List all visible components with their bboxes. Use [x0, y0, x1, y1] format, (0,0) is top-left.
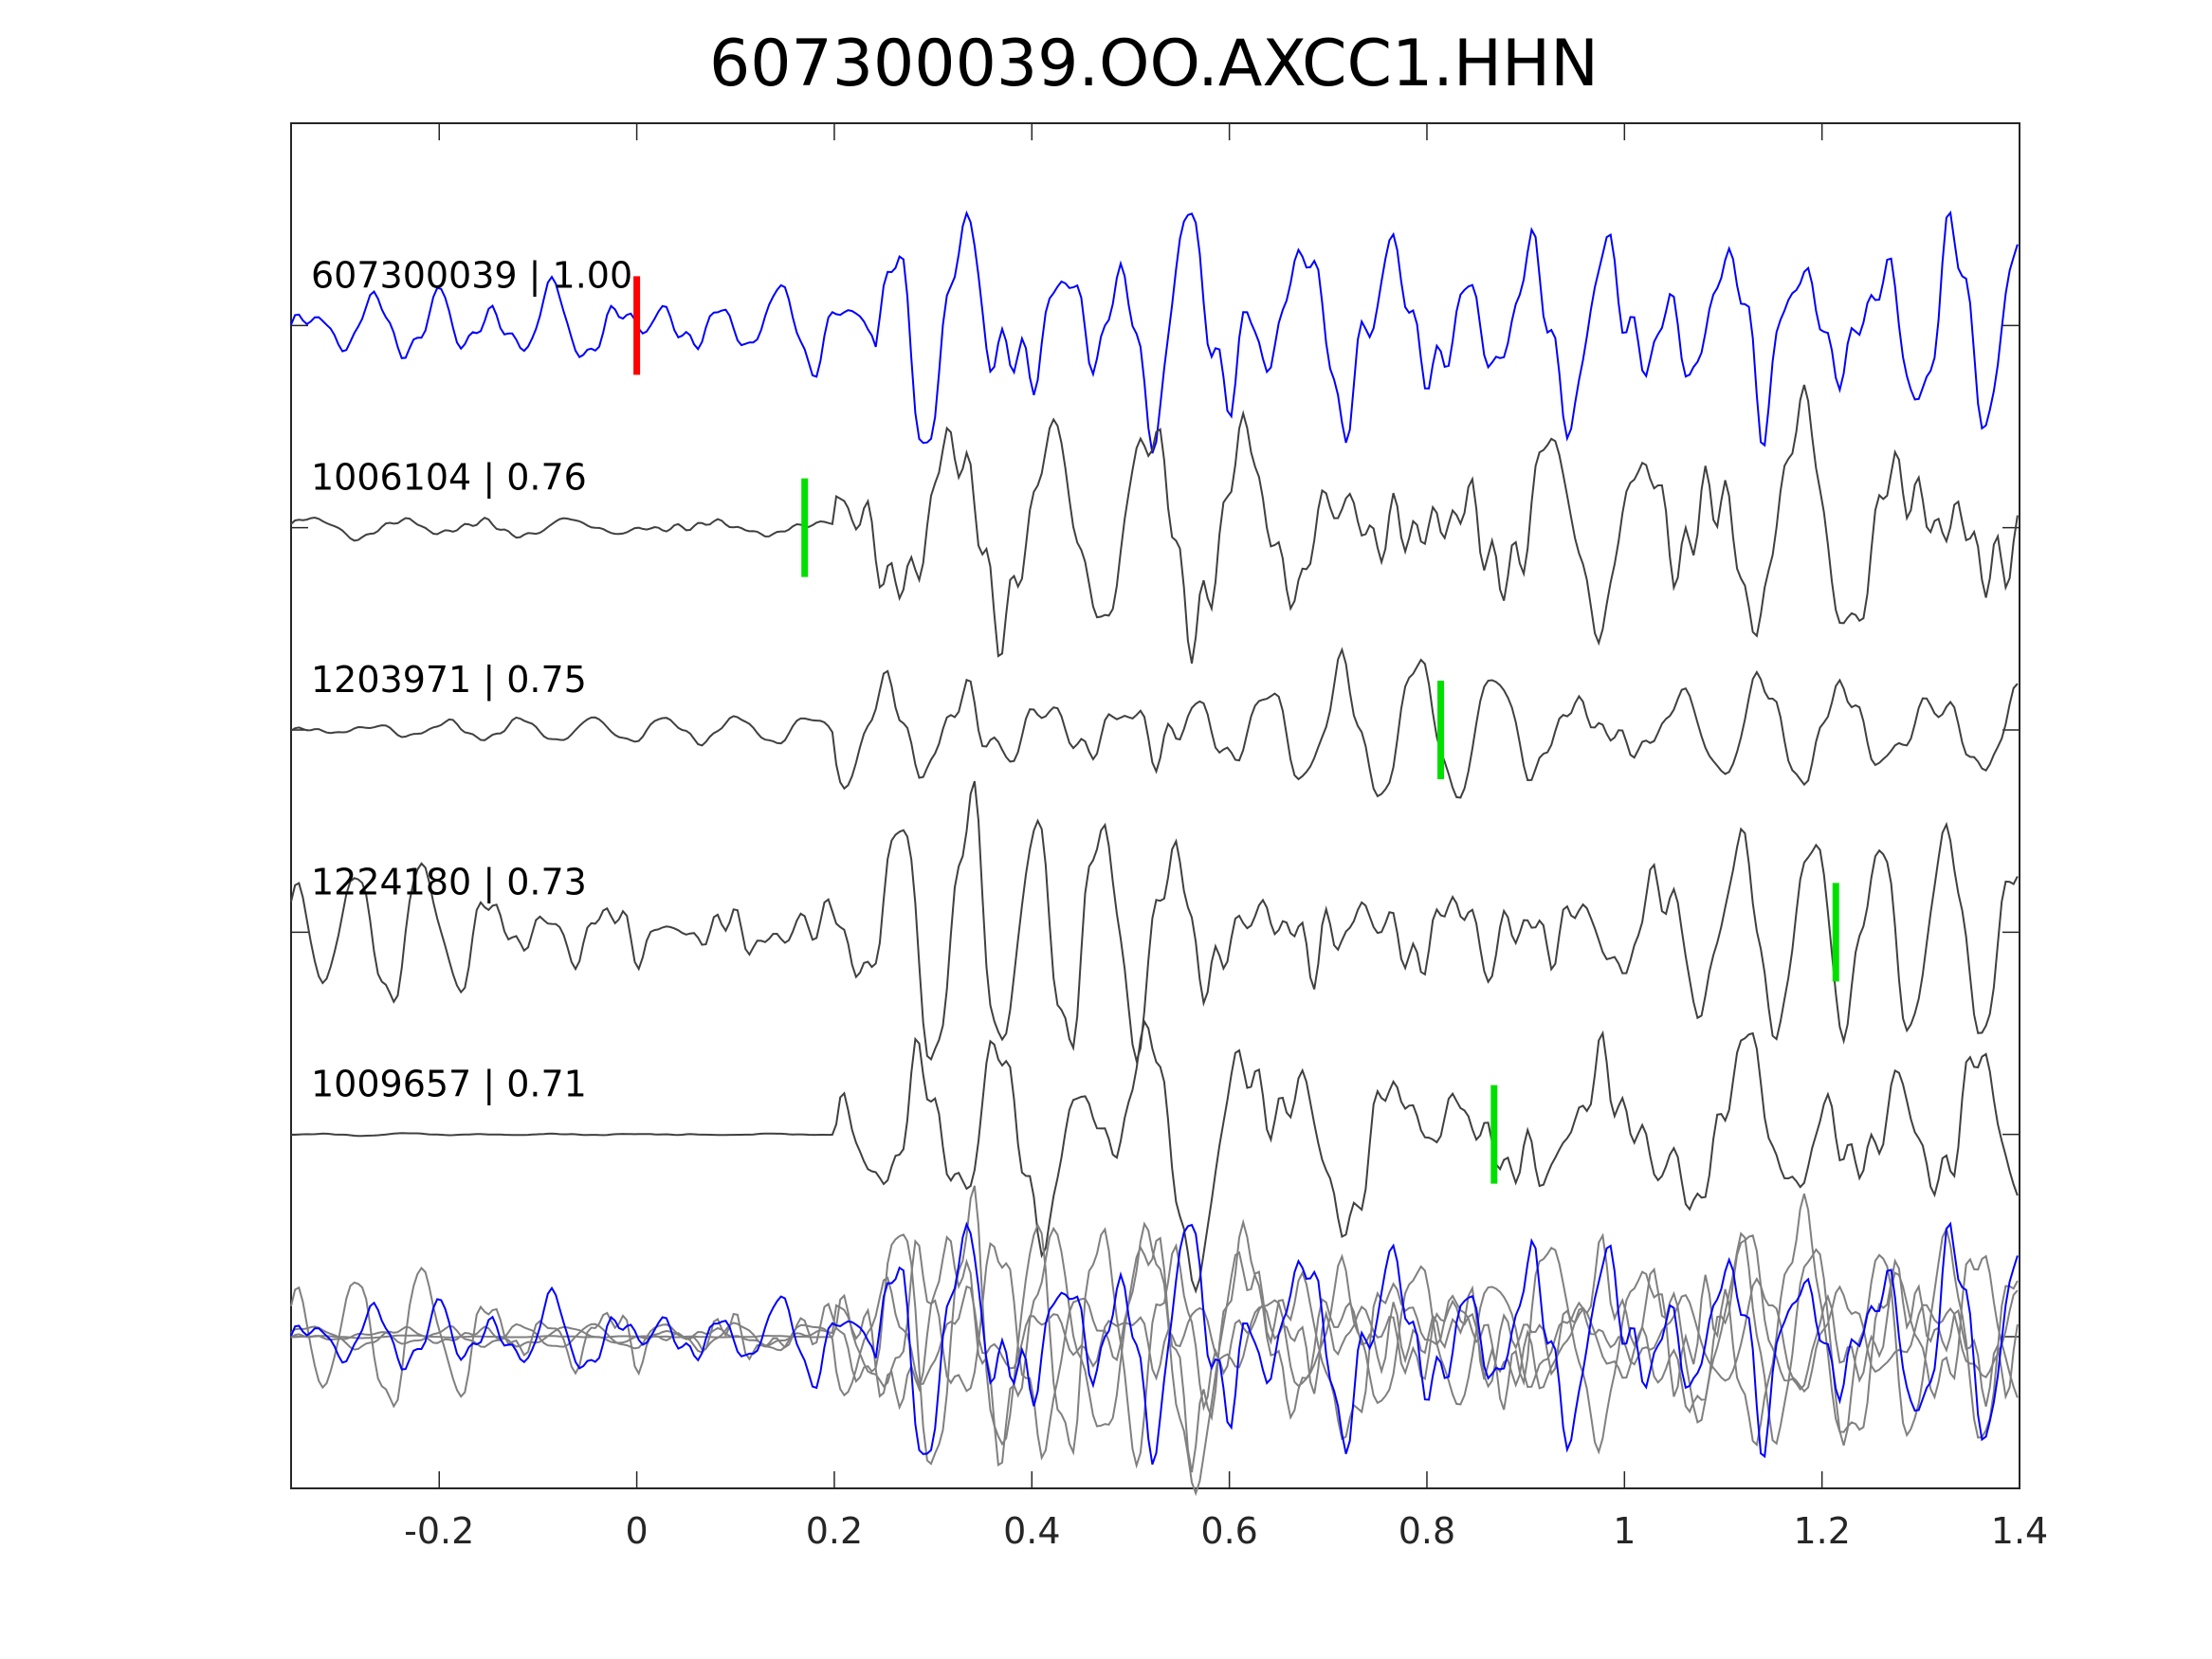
axes-box [290, 122, 2020, 1489]
x-tick-label: 0.4 [1003, 1510, 1060, 1552]
x-tick-label: 0.6 [1200, 1510, 1257, 1552]
overlay-trace-3 [290, 1253, 2019, 1406]
trace-label-4: 1224180 | 0.73 [311, 861, 587, 903]
x-tick-label: 0.2 [806, 1510, 863, 1552]
x-tick-label: 1 [1613, 1510, 1636, 1552]
overlay-trace-5 [290, 1221, 2019, 1497]
x-tick-label: 0.8 [1398, 1510, 1455, 1552]
overlay-trace-2 [290, 1194, 2019, 1473]
trace-label-3: 1203971 | 0.75 [311, 659, 587, 702]
waveform-trace-3 [290, 647, 2019, 799]
overlay-trace-1 [290, 1221, 2019, 1466]
x-tick-label: 1.4 [1991, 1510, 2048, 1552]
trace-label-1: 607300039 | 1.00 [311, 254, 632, 297]
x-tick-label: 1.2 [1793, 1510, 1850, 1552]
chart-title: 607300039.OO.AXCC1.HHN [709, 27, 1599, 101]
x-tick-label: -0.2 [404, 1510, 474, 1552]
waveform-trace-5 [290, 1019, 2019, 1294]
trace-label-5: 1009657 | 0.71 [311, 1064, 587, 1106]
trace-label-2: 1006104 | 0.76 [311, 457, 587, 500]
x-tick-label: 0 [626, 1510, 649, 1552]
waveform-trace-2 [290, 384, 2019, 664]
waveform-trace-4 [290, 780, 2019, 1065]
plot-area: -0.2 0 0.2 0.4 0.6 0.8 1 1.2 1.4 607300039 | 1.00… [290, 122, 2048, 1552]
waveform-trace-1 [290, 210, 2019, 454]
